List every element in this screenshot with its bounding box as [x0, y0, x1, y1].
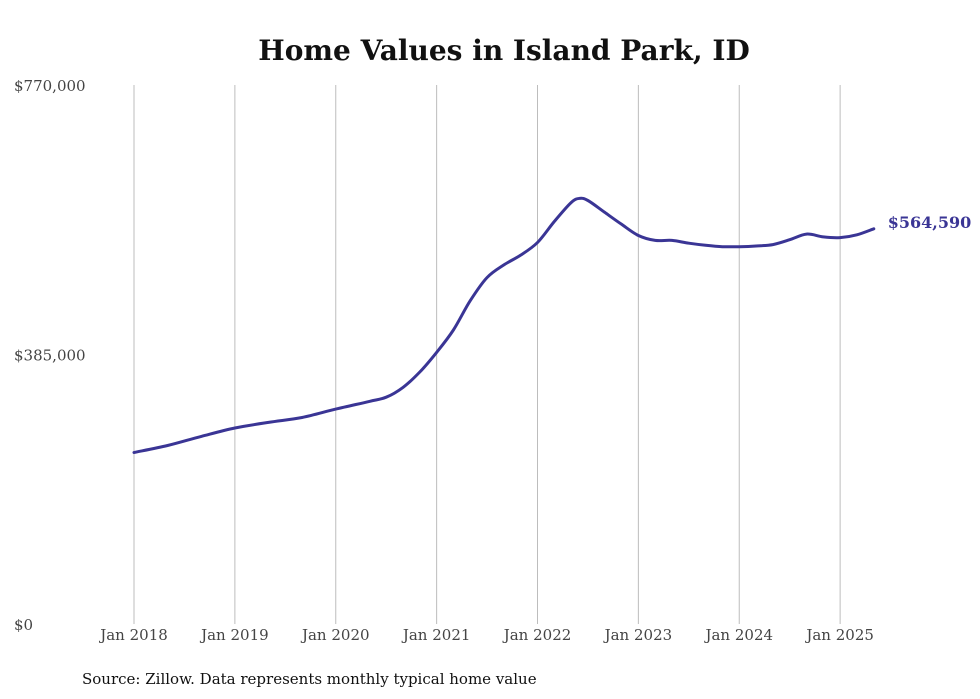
y-tick-label: $770,000	[14, 77, 86, 95]
x-tick-label: Jan 2020	[300, 626, 370, 644]
x-tick-label: Jan 2018	[98, 626, 168, 644]
x-axis-ticks: Jan 2018 Jan 2019 Jan 2020 Jan 2021 Jan 2022…	[98, 626, 874, 644]
y-tick-label: $385,000	[14, 347, 86, 365]
x-tick-label: Jan 2023	[603, 626, 673, 644]
end-value-label: $564,590	[888, 213, 972, 232]
series-line	[132, 196, 876, 454]
y-tick-label: $0	[14, 616, 33, 634]
grid	[133, 85, 841, 624]
source-note: Source: Zillow. Data represents monthly …	[82, 670, 537, 688]
x-tick-label: Jan 2021	[401, 626, 471, 644]
x-tick-label: Jan 2019	[199, 626, 269, 644]
chart-title: Home Values in Island Park, ID	[258, 34, 749, 67]
y-axis-ticks: $0 $385,000 $770,000	[14, 77, 86, 634]
x-tick-label: Jan 2024	[703, 626, 773, 644]
x-tick-label: Jan 2025	[804, 626, 874, 644]
x-tick-label: Jan 2022	[502, 626, 572, 644]
